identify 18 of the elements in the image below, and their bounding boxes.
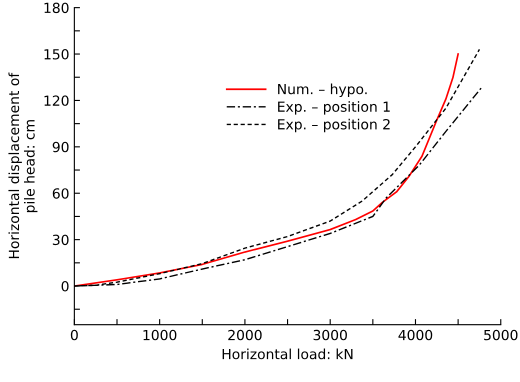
y-tick-label: 0 <box>62 281 69 292</box>
y-tick-label: 120 <box>44 95 69 106</box>
legend-label: Exp. – position 1 <box>278 101 390 115</box>
x-axis-title: Horizontal load: kN <box>222 348 352 360</box>
legend-label: Exp. – position 2 <box>278 118 390 132</box>
y-tick-label: 30 <box>52 234 69 246</box>
y-tick-label: 90 <box>52 142 69 152</box>
y-axis-title: Horizontal displacement of pile head: cm <box>8 72 38 258</box>
x-tick-label: 3000 <box>314 330 347 340</box>
x-tick-label: 0 <box>70 330 78 340</box>
y-tick-label: 180 <box>44 2 69 14</box>
legend-label: Num. – hypo. <box>278 84 367 97</box>
y-tick-label: 150 <box>44 49 69 60</box>
y-tick-label: 60 <box>52 188 69 199</box>
x-tick-label: 1000 <box>143 330 176 340</box>
x-tick-label: 2000 <box>228 330 262 340</box>
x-tick-label: 5000 <box>484 330 518 340</box>
x-tick-label: 4000 <box>398 330 432 340</box>
